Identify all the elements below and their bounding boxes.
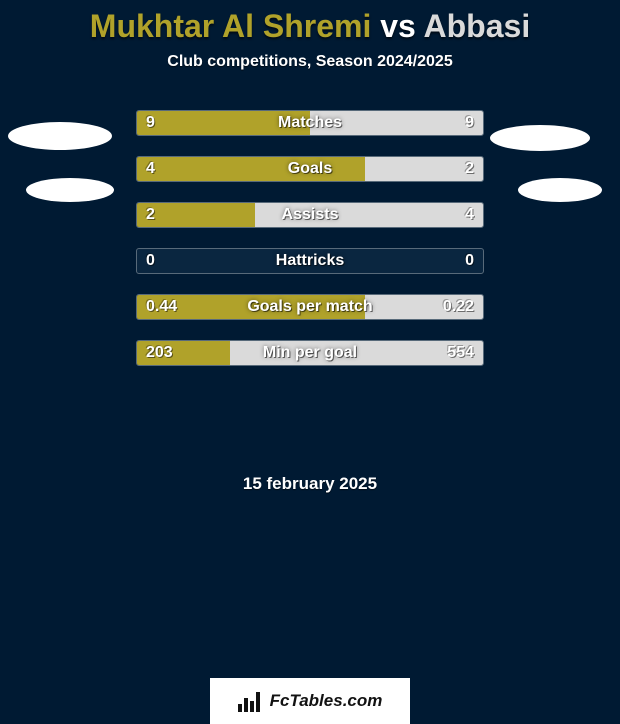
date-label: 15 february 2025 xyxy=(0,474,620,494)
stat-row: 0.44 0.22 Goals per match xyxy=(136,294,484,320)
stat-value-left: 4 xyxy=(146,160,155,178)
stat-label: Goals per match xyxy=(247,298,372,316)
stat-label: Goals xyxy=(288,160,332,178)
logo-text: FcTables.com xyxy=(270,691,383,711)
player1-name: Mukhtar Al Shremi xyxy=(90,8,372,44)
logo-box: FcTables.com xyxy=(210,678,410,724)
stat-value-right: 0 xyxy=(465,252,474,270)
subtitle: Club competitions, Season 2024/2025 xyxy=(0,53,620,71)
page-title: Mukhtar Al Shremi vs Abbasi xyxy=(0,0,620,45)
stat-value-right: 554 xyxy=(447,344,474,362)
stat-value-right: 4 xyxy=(465,206,474,224)
stat-value-left: 203 xyxy=(146,344,173,362)
stat-value-right: 0.22 xyxy=(443,298,474,316)
comparison-chart: 9 9 Matches 4 2 Goals 2 4 Assists 0 0 Hattricks 0.44… xyxy=(0,110,620,386)
stat-row: 2 4 Assists xyxy=(136,202,484,228)
stat-label: Assists xyxy=(282,206,339,224)
stat-row: 9 9 Matches xyxy=(136,110,484,136)
stat-label: Matches xyxy=(278,114,342,132)
vs-label: vs xyxy=(380,8,416,44)
stat-value-left: 2 xyxy=(146,206,155,224)
stat-value-left: 0 xyxy=(146,252,155,270)
stat-value-left: 9 xyxy=(146,114,155,132)
stat-row: 0 0 Hattricks xyxy=(136,248,484,274)
stat-row: 4 2 Goals xyxy=(136,156,484,182)
stat-value-right: 9 xyxy=(465,114,474,132)
stat-label: Hattricks xyxy=(276,252,344,270)
stat-label: Min per goal xyxy=(263,344,357,362)
stat-value-left: 0.44 xyxy=(146,298,177,316)
stat-row: 203 554 Min per goal xyxy=(136,340,484,366)
bar-chart-icon xyxy=(238,690,264,712)
stat-value-right: 2 xyxy=(465,160,474,178)
player2-name: Abbasi xyxy=(424,8,531,44)
